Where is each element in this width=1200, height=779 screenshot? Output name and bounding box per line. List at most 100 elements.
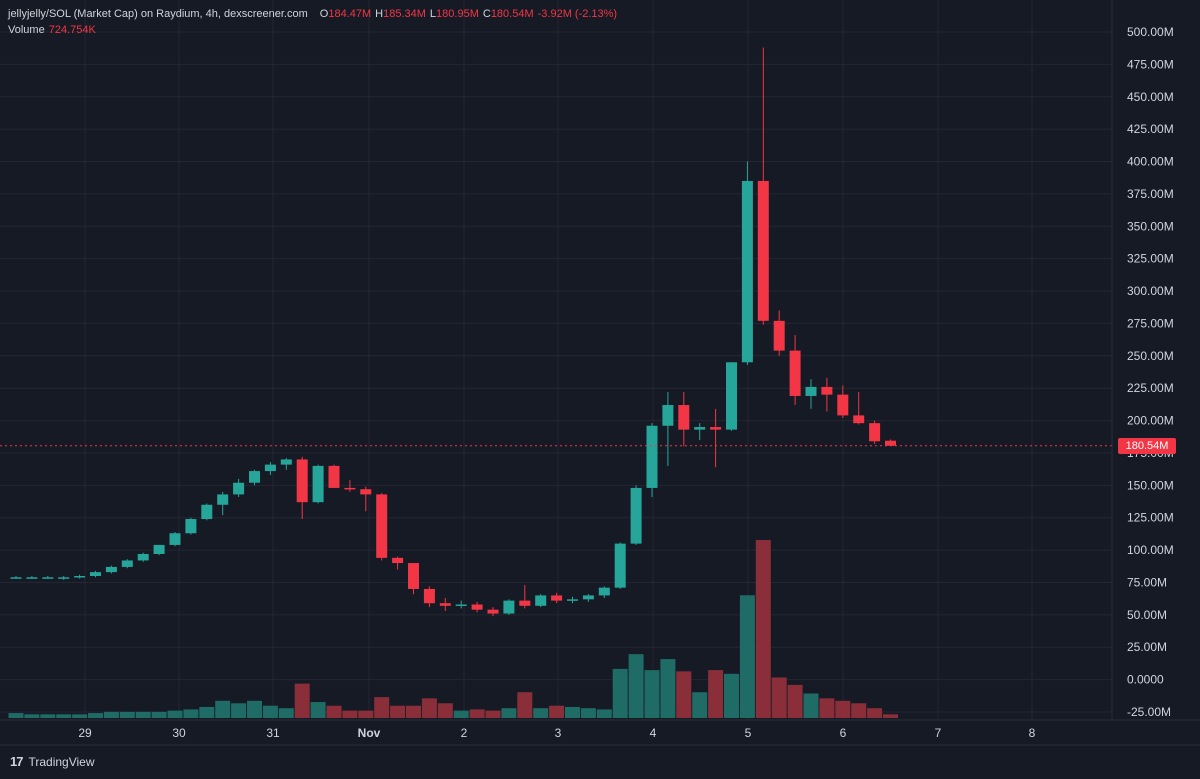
candle-body: [567, 599, 578, 601]
volume-bar: [342, 710, 358, 718]
candle-body: [105, 566, 117, 573]
high-value: 185.34M: [383, 8, 426, 20]
price-tick-label: 0.0000: [1127, 673, 1164, 687]
price-tick-label: 425.00M: [1127, 122, 1174, 136]
candle-body: [121, 560, 133, 567]
candle-series: [10, 47, 896, 617]
volume-bar: [310, 702, 326, 718]
volume-bar: [517, 692, 533, 718]
candle-body: [805, 386, 817, 396]
volume-bar: [755, 540, 771, 718]
volume-bar: [596, 709, 612, 718]
volume-bar: [708, 670, 724, 718]
candle-body: [582, 595, 594, 600]
time-tick-label: 6: [840, 726, 847, 740]
candle-body: [837, 394, 849, 416]
time-tick-label: 7: [935, 726, 942, 740]
volume-bar: [88, 713, 103, 718]
volume-bar: [56, 714, 72, 718]
volume-bar: [565, 706, 580, 718]
volume-bar: [692, 692, 708, 718]
candle-body: [662, 405, 674, 426]
candle-body: [789, 350, 801, 396]
candle-body: [710, 427, 722, 430]
symbol-title: jellyjelly/SOL (Market Cap) on Raydium, …: [8, 8, 308, 20]
volume-bar: [199, 706, 215, 718]
volume-bar: [103, 711, 119, 718]
price-tick-label: 200.00M: [1127, 414, 1174, 428]
volume-bar: [215, 700, 231, 718]
candle-body: [185, 519, 197, 534]
candle-body: [551, 595, 563, 601]
volume-bar: [326, 705, 342, 718]
price-tick-label: 325.00M: [1127, 252, 1174, 266]
candle-body: [344, 487, 356, 490]
price-tick-label: 250.00M: [1127, 349, 1174, 363]
volume-bar: [167, 710, 183, 718]
tradingview-logo[interactable]: 17 TradingView: [10, 754, 95, 769]
price-tick-label: 100.00M: [1127, 543, 1174, 557]
candle-body: [455, 604, 467, 606]
volume-bar: [40, 714, 56, 718]
candle-body: [74, 576, 86, 578]
volume-bar: [501, 708, 517, 718]
price-axis[interactable]: 500.00M 475.00M 450.00M 425.00M 400.00M 375.0…: [1127, 25, 1174, 719]
volume-bar: [72, 714, 88, 718]
price-tick-label: 375.00M: [1127, 187, 1174, 201]
candle-body: [328, 465, 340, 488]
close-value: 180.54M: [490, 8, 534, 20]
candle-body: [169, 533, 181, 545]
time-axis[interactable]: 29 30 31 Nov 2 3 4 5 6 7 8: [78, 726, 1035, 740]
candle-body: [535, 595, 547, 606]
price-tick-label: 225.00M: [1127, 381, 1174, 395]
candle-body: [773, 320, 785, 351]
candle-body: [376, 494, 388, 558]
open-value: 184.47M: [328, 8, 372, 20]
volume-bar: [358, 710, 374, 718]
time-tick-label: Nov: [358, 726, 381, 740]
price-tick-label: 475.00M: [1127, 57, 1174, 71]
candle-body: [201, 504, 213, 520]
volume-bar: [803, 693, 819, 718]
candle-body: [58, 577, 70, 579]
volume-bar: [835, 700, 851, 718]
time-tick-label: 3: [555, 726, 562, 740]
volume-bar: [390, 705, 406, 718]
candle-body: [153, 544, 165, 554]
volume-bar: [231, 703, 247, 718]
candle-body: [312, 465, 324, 503]
tradingview-wordmark: TradingView: [28, 754, 95, 769]
candle-body: [233, 482, 245, 495]
candle-body: [598, 587, 610, 596]
open-label: O: [319, 8, 329, 20]
price-tick-label: -25.00M: [1127, 705, 1171, 719]
volume-bar: [247, 700, 262, 718]
volume-bar: [8, 713, 24, 718]
volume-bar: [851, 703, 867, 718]
candle-body: [137, 553, 149, 561]
volume-histogram: [8, 540, 898, 718]
volume-bar: [278, 708, 294, 718]
volume-value: 724.754K: [48, 24, 96, 36]
time-tick-label: 2: [461, 726, 468, 740]
volume-bar: [374, 697, 390, 718]
volume-bar: [787, 684, 803, 718]
candle-body: [408, 563, 419, 589]
price-tick-label: 150.00M: [1127, 478, 1174, 492]
candle-body: [10, 577, 22, 579]
grid-lines: [0, 0, 1112, 720]
price-tick-label: 125.00M: [1127, 511, 1174, 525]
candle-body: [392, 557, 404, 564]
candle-body: [821, 386, 833, 395]
candle-body: [296, 459, 308, 503]
time-tick-label: 31: [266, 726, 280, 740]
candle-body: [423, 588, 435, 604]
volume-bar: [533, 708, 549, 718]
volume-bar: [119, 711, 135, 718]
candle-body: [678, 405, 690, 430]
candle-body: [42, 577, 54, 579]
candle-body: [249, 471, 260, 483]
volume-bar: [24, 714, 40, 718]
candle-body: [439, 603, 451, 606]
